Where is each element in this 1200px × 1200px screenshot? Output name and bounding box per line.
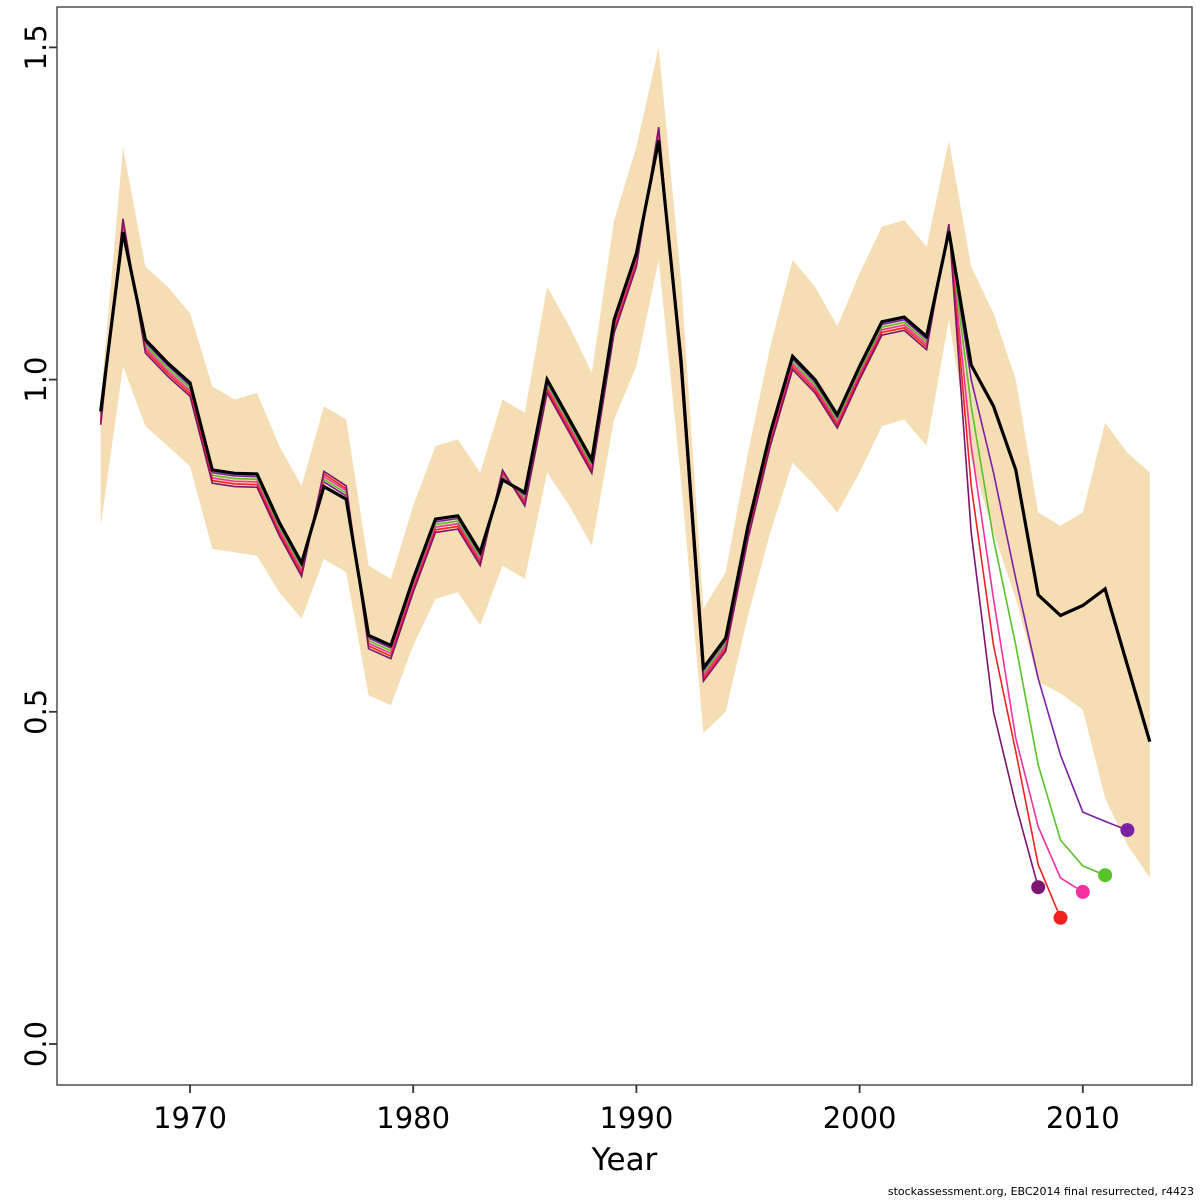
x-tick-label-1990: 1990: [599, 1101, 673, 1135]
watermark-text: stockassessment.org, EBC2014 final resur…: [887, 1185, 1194, 1198]
y-tick-label-1.0: 1.0: [19, 357, 53, 403]
x-axis-title: Year: [591, 1142, 658, 1178]
retro-endpoint-2009: [1053, 910, 1068, 925]
x-tick-label-1970: 1970: [153, 1101, 227, 1135]
y-tick-label-0.5: 0.5: [19, 689, 53, 735]
y-tick-label-0.0: 0.0: [19, 1021, 53, 1067]
retro-endpoint-2011: [1098, 868, 1113, 883]
x-tick-label-1980: 1980: [376, 1101, 450, 1135]
assessment-line: [99, 140, 1152, 743]
confidence-band: [100, 47, 1150, 878]
retro-endpoint-2010: [1075, 884, 1090, 899]
retro-line-2009: [99, 129, 1062, 919]
plot-border: [56, 6, 1193, 1086]
x-tick-label-2010: 2010: [1046, 1101, 1120, 1135]
x-tick-label-2000: 2000: [823, 1101, 897, 1135]
retro-endpoint-2008: [1031, 880, 1046, 895]
retro-endpoint-2012: [1120, 823, 1135, 838]
y-tick-label-1.5: 1.5: [19, 24, 53, 70]
retro-line-2008: [99, 126, 1039, 888]
